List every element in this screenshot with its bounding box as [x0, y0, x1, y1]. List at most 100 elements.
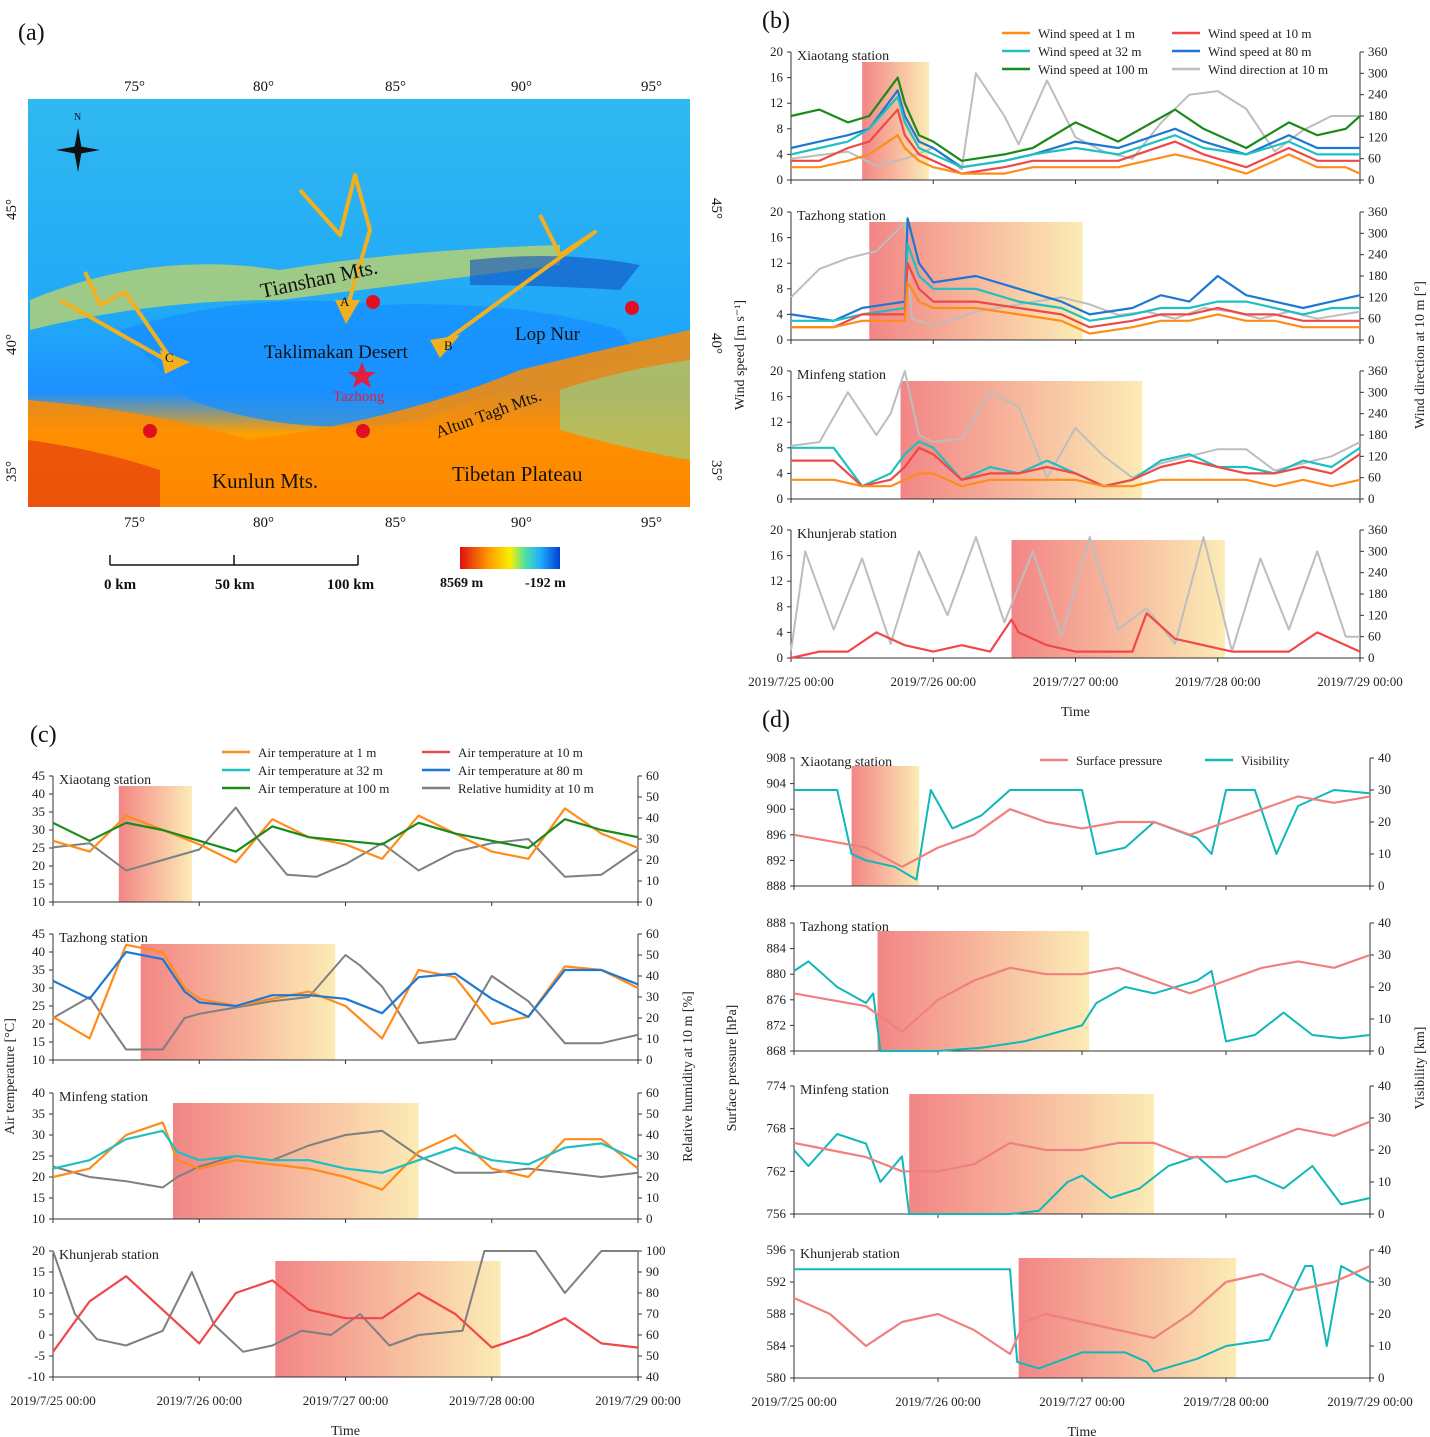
station-title: Minfeng station [59, 1090, 148, 1105]
legend-label: Wind speed at 100 m [1038, 62, 1148, 77]
y2-tick-label: 180 [1368, 108, 1388, 123]
tarim-basin [120, 300, 640, 427]
y-tick-label: 10 [32, 1285, 45, 1300]
y2-tick-label: 240 [1368, 406, 1388, 421]
kunlun-label: Kunlun Mts. [212, 469, 318, 493]
lat-tick-right: 40° [708, 333, 724, 354]
legend: Wind speed at 1 m Wind speed at 10 m Wind … [1002, 26, 1328, 77]
legend-label: Air temperature at 10 m [458, 745, 583, 760]
y2-tick-label: 30 [646, 831, 659, 846]
series-line [791, 134, 1361, 175]
y-tick-label: 20 [770, 204, 783, 219]
series-line [52, 1275, 639, 1353]
y-tick-label: 20 [32, 858, 45, 873]
legend: Air temperature at 1 m Air temperature at… [222, 745, 594, 796]
y-tick-label: 8 [777, 121, 784, 136]
series-line [793, 1264, 1371, 1356]
legend-label: Surface pressure [1076, 753, 1162, 768]
y-tick-label: 884 [767, 941, 787, 956]
y2-tick-label: 10 [1378, 1011, 1391, 1026]
y-tick-label: 900 [767, 801, 787, 816]
scale-0: 0 km [104, 577, 137, 593]
event-shading [140, 944, 336, 1060]
series-line [790, 536, 1360, 652]
y2-tick-label: 0 [1368, 172, 1375, 187]
elev-min-label: -192 m [525, 576, 566, 591]
station-title: Tazhong station [59, 931, 148, 946]
event-shading [118, 786, 192, 902]
y-tick-label: 20 [770, 363, 783, 378]
lon-tick-top: 75° [124, 79, 145, 95]
y-tick-label: 25 [32, 840, 45, 855]
event-shading [1018, 1258, 1237, 1378]
tazhong-label: Tazhong [333, 389, 385, 405]
y2-tick-label: 0 [1378, 1043, 1385, 1058]
y-tick-label: 8 [777, 440, 784, 455]
arrow-b-path [438, 214, 597, 347]
event-shading [877, 931, 1090, 1051]
y-tick-label: 588 [767, 1306, 787, 1321]
lat-tick-left: 45° [4, 199, 20, 220]
y2-tick-label: 20 [1378, 814, 1391, 829]
y-tick-label: 20 [770, 522, 783, 537]
elev-max-label: 8569 m [440, 576, 484, 591]
series-line [794, 1265, 1371, 1373]
arrow-c-path [83, 271, 177, 367]
map-panel: (a) 75° 80° 85° 90° 95° 75° 80° 85° 90° 95° 45° 4… [4, 20, 724, 593]
y-tick-label: 0 [777, 332, 784, 347]
y2-tick-label: 10 [646, 1031, 659, 1046]
y2-tick-label: 20 [646, 1010, 659, 1025]
station-title: Khunjerab station [59, 1248, 159, 1263]
y-tick-label: 20 [32, 1243, 45, 1258]
y-tick-label: 30 [32, 822, 45, 837]
y-tick-label: 10 [32, 894, 45, 909]
lopnur-label: Lop Nur [515, 324, 581, 345]
lon-tick-top: 95° [641, 79, 662, 95]
y-tick-label: 580 [767, 1370, 787, 1385]
y-tick-label: 15 [32, 876, 45, 891]
y2-tick-label: 0 [1378, 1370, 1385, 1385]
y2-tick-label: 40 [1378, 1078, 1391, 1093]
y2-tick-label: 60 [646, 768, 659, 783]
y-tick-label: 16 [770, 70, 784, 85]
legend: Surface pressure Visibility [1040, 753, 1290, 768]
wind-arrows [59, 173, 597, 367]
y2-tick-label: 360 [1368, 44, 1388, 59]
y-tick-label: 0 [777, 491, 784, 506]
y-tick-label: 16 [770, 548, 784, 563]
legend-label: Air temperature at 32 m [258, 763, 383, 778]
event-shading [1011, 540, 1225, 658]
y-tick-label: 892 [767, 852, 787, 867]
y2-tick-label: 40 [1378, 1242, 1391, 1257]
y2-tick-label: 50 [646, 789, 659, 804]
station-title: Minfeng station [797, 368, 886, 383]
y2-tick-label: 70 [646, 1306, 659, 1321]
y-tick-label: 30 [32, 1127, 45, 1142]
legend-label: Wind speed at 80 m [1208, 44, 1311, 59]
y-tick-label: 35 [32, 804, 45, 819]
y2-tick-label: 40 [646, 810, 659, 825]
y-tick-label: 762 [767, 1163, 787, 1178]
arrowheads [160, 300, 460, 374]
legend-label: Wind speed at 1 m [1038, 26, 1135, 41]
y2-tick-label: 300 [1368, 384, 1388, 399]
subplot: -10 -5 0 5 10 15 20 40 50 60 70 80 90 100 Khunjerab st… [28, 1243, 666, 1384]
lon-tick-bottom: 75° [124, 515, 145, 531]
y-tick-label: 20 [32, 1016, 45, 1031]
y2-tick-label: 60 [1368, 151, 1381, 166]
subplot: 756 762 768 774 0 10 20 30 40 Minfeng station [767, 1078, 1392, 1221]
x-tick-label: 2019/7/28 00:00 [1175, 674, 1261, 689]
station-title: Xiaotang station [797, 49, 889, 64]
series-line [791, 446, 1361, 488]
y-tick-label: 8 [777, 599, 784, 614]
y2-tick-label: 30 [1378, 782, 1391, 797]
station-marker-xiaotang [366, 295, 380, 309]
arrow-b-label: B [444, 338, 453, 353]
y-tick-label: 872 [767, 1017, 787, 1032]
y-tick-label: -5 [34, 1348, 45, 1363]
y-tick-label: 20 [770, 44, 783, 59]
series-line [52, 1129, 639, 1174]
y-tick-label: 8 [777, 281, 784, 296]
north-arrow-icon: N [56, 112, 100, 172]
